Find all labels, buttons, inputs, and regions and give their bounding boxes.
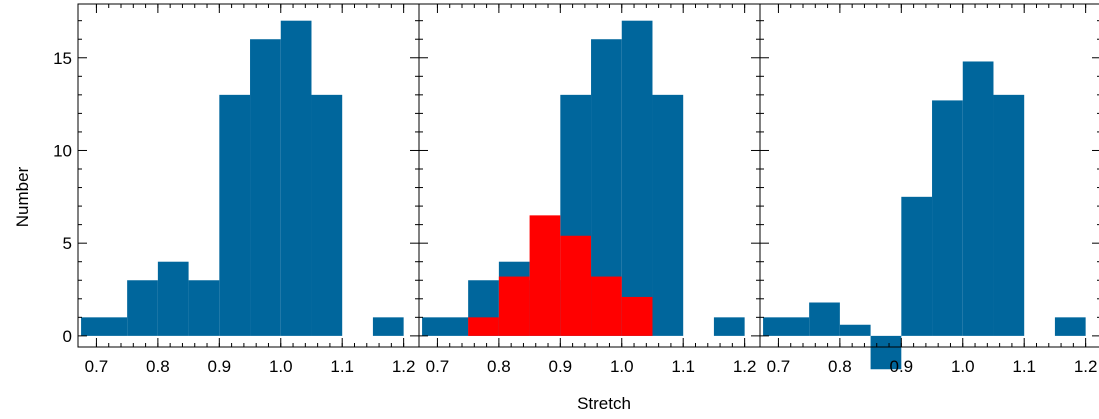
- bar-panel1-series1-bin7: [280, 20, 312, 336]
- bar-panel3-series1-bin9: [1054, 317, 1086, 336]
- tick-labels: 0.7 0.8 0.9 1.0 1.1 1.2 0 5 10 15 0.7 0.8 0.9 1.0 1.1 1…: [53, 49, 1097, 376]
- x-tick-label-panel2: 1.0: [610, 357, 634, 376]
- bar-panel1-series1-bin9: [372, 317, 404, 336]
- bar-panel1-series1-bin5: [219, 94, 251, 336]
- x-tick-label-panel1: 0.7: [85, 357, 109, 376]
- panel-frame-3: [759, 3, 1099, 348]
- x-tick-label-panel1: 1.2: [392, 357, 416, 376]
- y-tick-label: 5: [63, 234, 72, 253]
- bar-panel3-series1-bin5: [901, 196, 933, 336]
- bar-panel1-series1-bin6: [250, 39, 281, 336]
- bar-panel3-series1-bin8: [993, 94, 1025, 336]
- x-tick-label-panel2: 0.9: [548, 357, 572, 376]
- bar-panel2-series1-bin8: [652, 94, 684, 336]
- x-tick-label-panel2: 0.8: [487, 357, 511, 376]
- bar-panel3-series1-bin2: [809, 302, 840, 336]
- x-tick-label-panel3: 0.8: [828, 357, 852, 376]
- x-tick-label-panel2: 1.2: [733, 357, 757, 376]
- y-axis-title: Number: [13, 166, 32, 227]
- x-tick-label-panel1: 1.1: [330, 357, 354, 376]
- bar-panel3-series1-bin1: [763, 317, 810, 336]
- bar-panel2-series2-bin1: [468, 317, 499, 336]
- y-tick-label: 10: [53, 141, 72, 160]
- tick-marks: [78, 4, 1099, 347]
- bar-panel2-series1-bin1: [422, 317, 469, 336]
- x-axis-title: Stretch: [577, 394, 631, 413]
- bar-panel2-series2-bin2: [498, 276, 530, 336]
- bar-panel3-series1-bin6: [932, 100, 963, 336]
- bar-panel3-series1-bin4: [870, 335, 902, 370]
- panel-frames: [77, 3, 1099, 348]
- bar-panel2-series2-bin5: [591, 276, 622, 336]
- bar-panel3-series1-bin3: [839, 324, 871, 336]
- x-tick-label-panel3: 0.7: [767, 357, 791, 376]
- x-tick-label-panel3: 1.0: [951, 357, 975, 376]
- bar-panel2-series1-bin7: [621, 20, 653, 336]
- bar-panel2-series1-bin9: [713, 317, 745, 336]
- x-tick-label-panel2: 0.7: [426, 357, 450, 376]
- x-tick-label-panel3: 0.9: [889, 357, 913, 376]
- y-tick-label: 15: [53, 49, 72, 68]
- x-tick-label-panel1: 0.9: [207, 357, 231, 376]
- bar-panel2-series2-bin6: [621, 296, 653, 336]
- x-tick-label-panel1: 1.0: [269, 357, 293, 376]
- bars-layer: [81, 20, 1086, 370]
- x-tick-label-panel1: 0.8: [146, 357, 170, 376]
- bar-panel1-series1-bin2: [127, 280, 158, 336]
- x-tick-label-panel2: 1.1: [671, 357, 695, 376]
- x-tick-label-panel3: 1.2: [1074, 357, 1098, 376]
- bar-panel3-series1-bin7: [962, 61, 994, 336]
- x-tick-label-panel3: 1.1: [1012, 357, 1036, 376]
- y-tick-label: 0: [63, 327, 72, 346]
- bar-panel2-series2-bin4: [560, 235, 592, 336]
- bar-panel1-series1-bin3: [157, 261, 189, 336]
- bar-panel2-series2-bin3: [529, 215, 561, 336]
- bar-panel1-series1-bin1: [81, 317, 128, 336]
- bar-panel1-series1-bin8: [311, 94, 343, 336]
- bar-panel1-series1-bin4: [188, 280, 220, 336]
